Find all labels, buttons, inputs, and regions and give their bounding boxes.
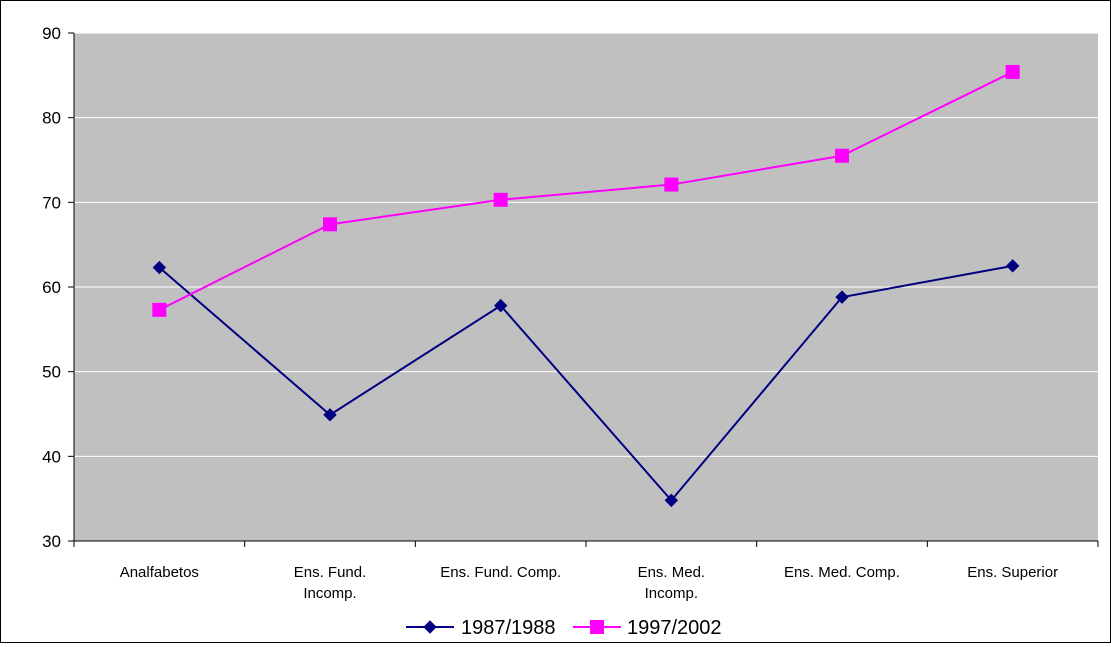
data-point-diamond [664, 493, 679, 508]
axes: 30 40 50 60 70 80 90 Analfabetos Ens. Fund. Incom… [42, 24, 1099, 602]
data-point-diamond [152, 260, 167, 275]
x-tick-label: Ens. Superior [967, 564, 1058, 581]
series-0 [152, 259, 1020, 508]
series-line [158, 264, 1013, 502]
series-1 [152, 64, 1020, 317]
x-tick-label: Ens. Fund. Incomp. [294, 564, 367, 602]
y-tick-label: 60 [42, 278, 61, 297]
data-point-square [1005, 64, 1020, 79]
data-point-square [152, 302, 167, 317]
legend-item: 1997/2002 [573, 617, 722, 639]
x-tick-label-line: Ens. Med. [638, 564, 706, 581]
x-tick-label: Ens. Fund. Comp. [440, 564, 561, 581]
data-point-diamond [323, 408, 337, 422]
x-tick-label-line: Incomp. [645, 585, 698, 602]
x-tick-label: Analfabetos [120, 564, 199, 581]
legend: 1987/1988 1997/2002 [406, 617, 722, 639]
data-point-square [493, 192, 508, 207]
x-tick-label-line: Incomp. [303, 585, 356, 602]
data-point-diamond [1005, 259, 1020, 273]
x-tick-label-line: Ens. Superior [967, 564, 1058, 581]
gridlines [74, 32, 1098, 457]
data-point-square [323, 217, 337, 232]
x-tick-label-line: Ens. Fund. [294, 564, 367, 581]
y-tick-label: 50 [42, 363, 61, 382]
data-point-diamond [493, 298, 508, 313]
data-point-diamond [835, 290, 849, 304]
x-tick-label: Ens. Med. Comp. [784, 564, 900, 581]
data-point-square [835, 148, 849, 163]
legend-marker [423, 620, 437, 634]
series-layer [152, 64, 1020, 508]
data-point-square [664, 177, 679, 192]
y-tick-label: 90 [42, 24, 61, 43]
legend-label: 1997/2002 [627, 617, 722, 639]
y-tick-label: 30 [42, 532, 61, 551]
legend-marker [590, 620, 604, 634]
y-tick-label: 80 [42, 109, 61, 128]
y-tick-label: 70 [42, 193, 61, 212]
series-line [158, 71, 1014, 311]
x-tick-label-line: Analfabetos [120, 564, 199, 581]
legend-item: 1987/1988 [406, 617, 556, 639]
legend-label: 1987/1988 [461, 617, 556, 639]
y-tick-label: 40 [42, 447, 61, 466]
x-tick-label-line: Ens. Fund. Comp. [440, 564, 561, 581]
x-tick-label-line: Ens. Med. Comp. [784, 564, 900, 581]
x-tick-label: Ens. Med. Incomp. [638, 564, 706, 602]
